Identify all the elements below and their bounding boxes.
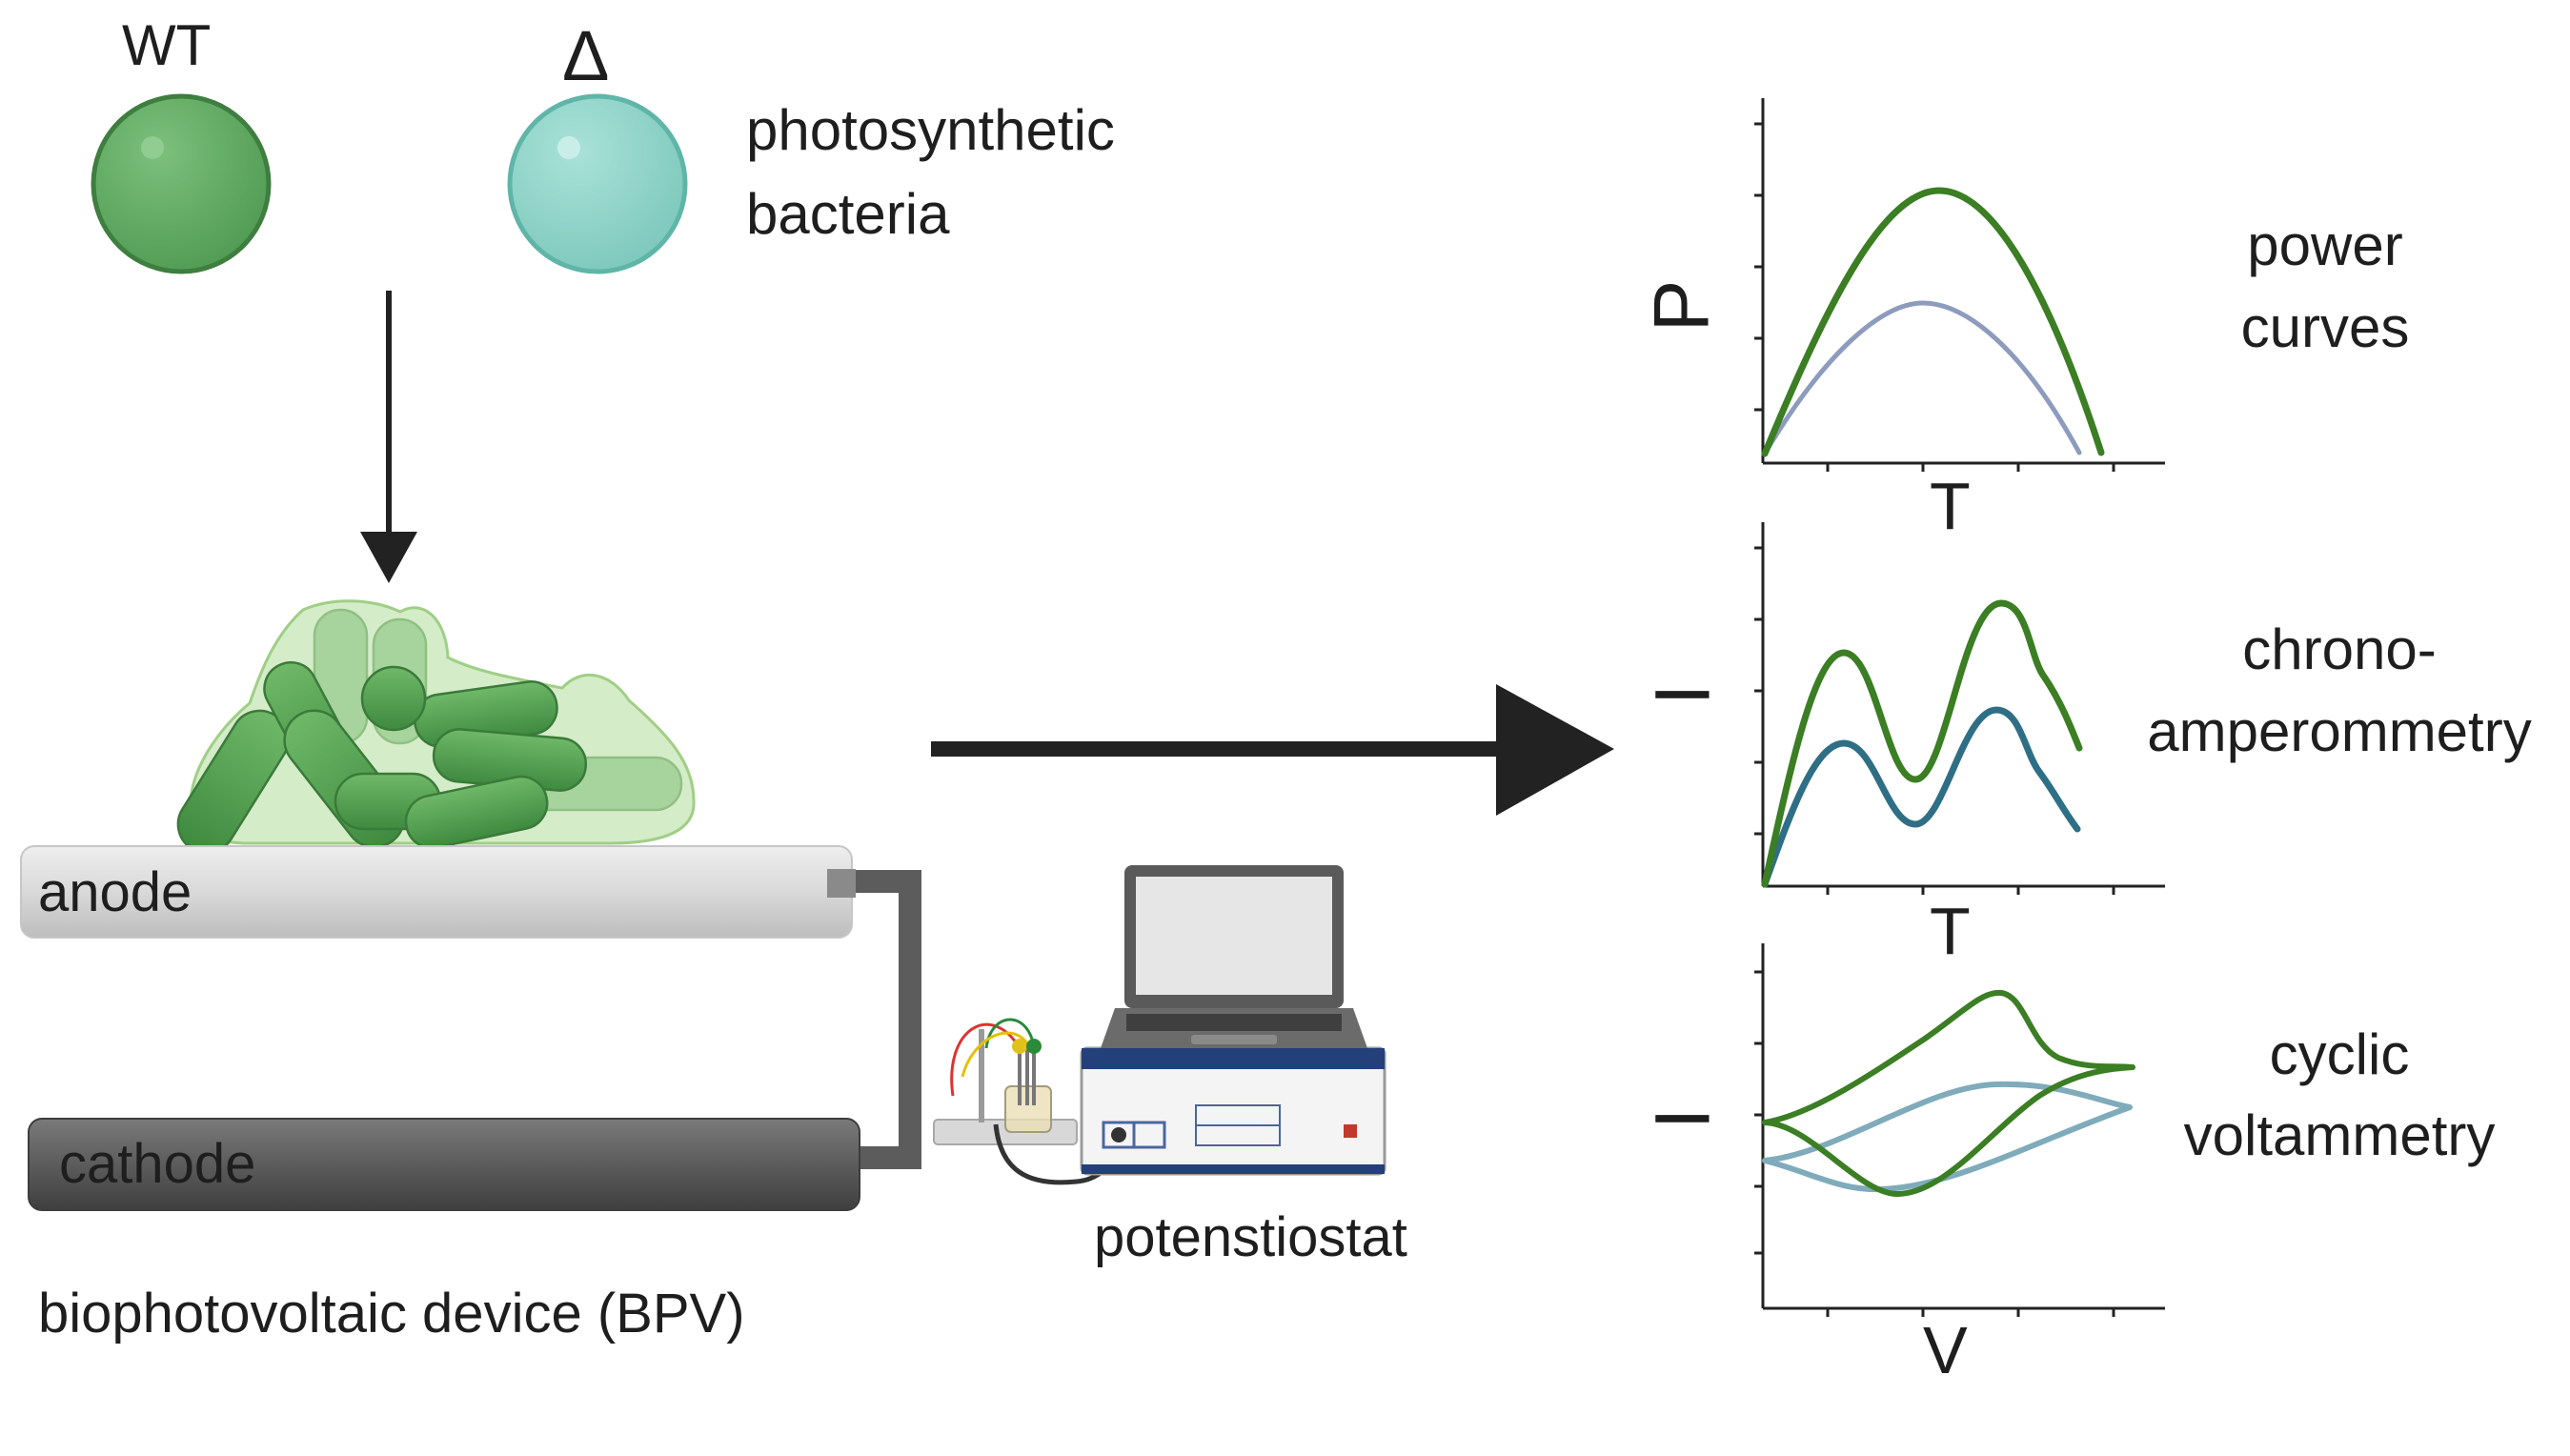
chrono-xlabel: T (1930, 894, 1971, 968)
cv-chart-axes (1754, 943, 2165, 1317)
anode-label: anode (38, 861, 192, 923)
right-arrow-icon (931, 684, 1614, 816)
power-ylabel: P (1638, 279, 1726, 333)
potentiostat-icon (1080, 1046, 1386, 1176)
cv-ylabel: I (1639, 1107, 1727, 1130)
anode-electrode (20, 845, 856, 939)
power-chart-axes (1754, 98, 2165, 472)
chrono-title-line1: chrono- (2242, 617, 2437, 681)
bacteria-label-line1: photosynthetic (746, 98, 1115, 162)
chrono-chart-axes (1754, 522, 2165, 895)
down-arrow-icon (360, 291, 417, 583)
bacteria-label-line2: bacteria (746, 182, 950, 246)
chrono-curve-mutant (1761, 706, 2081, 888)
chrono-ylabel: I (1639, 683, 1727, 706)
chrono-curves (1761, 599, 2083, 888)
cv-curve-mutant (1762, 1081, 2133, 1193)
mutant-bacterium-icon (507, 93, 688, 274)
power-title-line2: curves (2240, 295, 2410, 359)
electrochemical-cell-icon (933, 1018, 1123, 1185)
cathode-label: cathode (59, 1133, 256, 1195)
laptop-icon (1101, 865, 1367, 1048)
power-curve-mutant (1762, 300, 2082, 456)
potentiostat-label: potenstiostat (1094, 1206, 1407, 1268)
cv-curve-wt (1762, 989, 2135, 1198)
biofilm-icon (176, 599, 696, 855)
wt-bacterium-icon (91, 93, 272, 274)
cv-title-line1: cyclic (2269, 1022, 2410, 1086)
power-xlabel: T (1930, 469, 1971, 543)
cv-title-line2: voltammetry (2183, 1103, 2496, 1167)
delta-label: Δ (562, 16, 610, 95)
power-title-line1: power (2247, 213, 2403, 277)
wt-label: WT (122, 13, 212, 77)
cv-curves (1762, 989, 2135, 1198)
cv-xlabel: V (1923, 1313, 1968, 1387)
power-curves (1761, 187, 2105, 457)
wire (829, 870, 921, 1169)
chrono-title-line2: amperommetry (2147, 699, 2532, 763)
chrono-curve-wt (1761, 599, 2083, 888)
power-curve-wt (1761, 187, 2105, 457)
device-label: biophotovoltaic device (BPV) (38, 1283, 745, 1345)
cathode-electrode (28, 1118, 860, 1211)
